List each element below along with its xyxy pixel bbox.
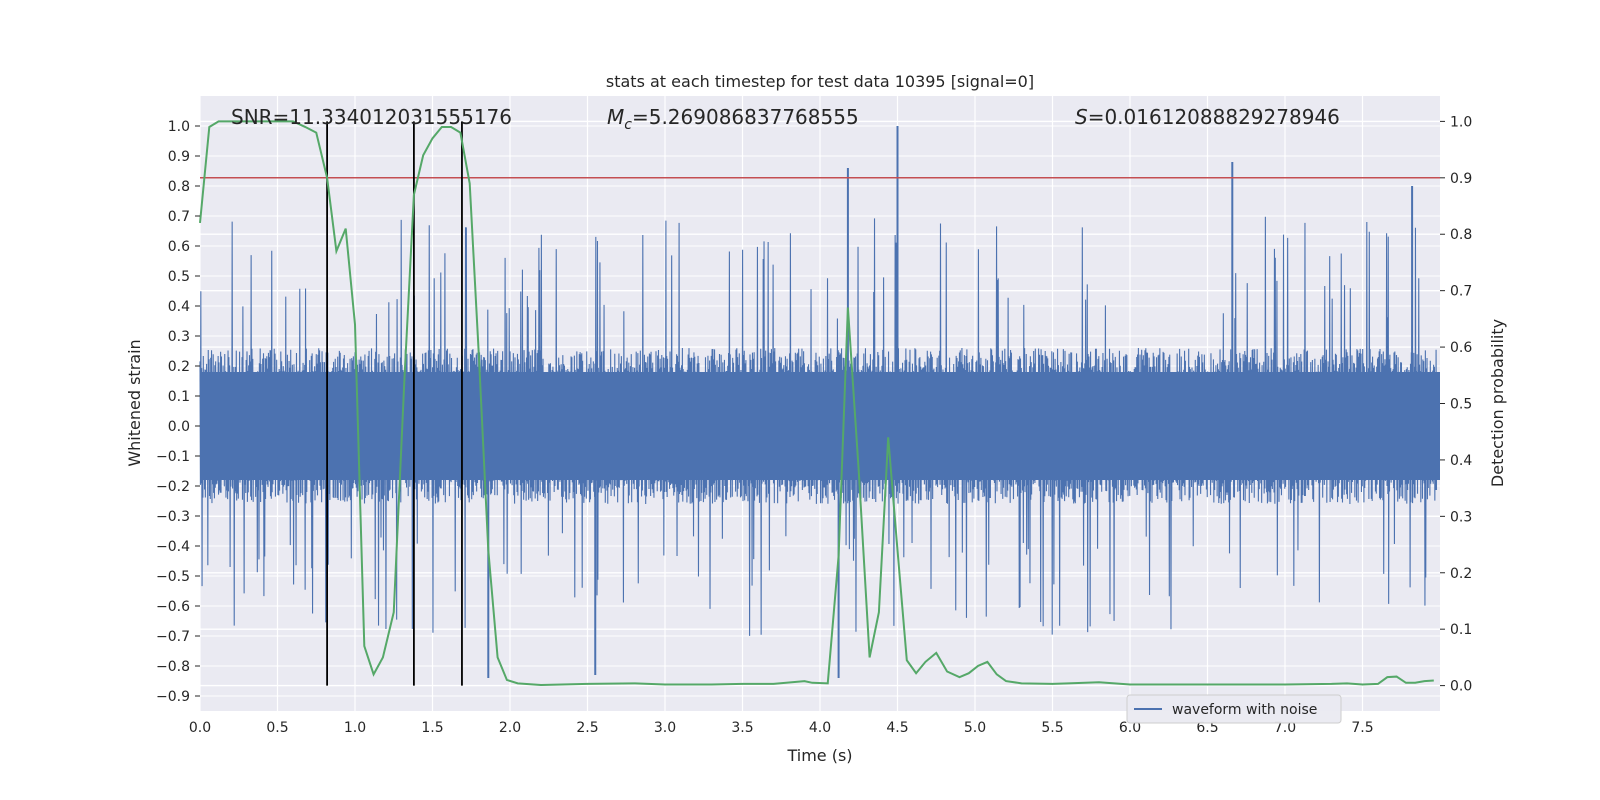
strain-dense-band: [200, 372, 1440, 480]
s-annotation: S=0.01612088829278946: [1075, 105, 1340, 129]
y-left-tick-label: −0.8: [156, 659, 190, 675]
x-tick-label: 6.5: [1196, 720, 1218, 736]
y-right-tick-label: 1.0: [1450, 114, 1472, 130]
y-left-tick-label: −0.1: [156, 449, 190, 465]
y-right-tick-label: 0.1: [1450, 622, 1472, 638]
y-left-tick-label: −0.7: [156, 629, 190, 645]
chirp-mass-value: =5.269086837768555: [632, 105, 859, 129]
y-left-tick-label: 0.2: [168, 359, 190, 375]
y-left-tick-label: 0.9: [168, 149, 190, 165]
x-tick-label: 1.5: [421, 720, 443, 736]
y-axis-label-left: Whitened strain: [125, 339, 144, 466]
y-left-tick-label: 0.7: [168, 209, 190, 225]
y-left-tick-label: −0.9: [156, 689, 190, 705]
x-tick-label: 5.5: [1041, 720, 1063, 736]
strain-series: [199, 126, 1440, 678]
y-right-tick-label: 0.8: [1450, 227, 1472, 243]
x-tick-label: 3.0: [654, 720, 676, 736]
y-right-tick-label: 0.0: [1450, 679, 1472, 695]
y-right-tick-label: 0.5: [1450, 397, 1472, 413]
y-left-tick-label: 0.0: [168, 419, 190, 435]
s-value: =0.01612088829278946: [1088, 105, 1340, 129]
chirp-mass-annotation: Mc=5.269086837768555: [607, 105, 859, 133]
y-left-tick-label: −0.5: [156, 569, 190, 585]
legend: waveform with noise: [1126, 694, 1342, 724]
y-left-tick-label: −0.4: [156, 539, 190, 555]
x-axis-label: Time (s): [786, 746, 852, 765]
right-y-axis-ticks: 1.0 0.9 0.8 0.7 0.6 0.5 0.4 0.3 0.2 0.1 0.0: [1440, 114, 1472, 695]
legend-label-waveform: waveform with noise: [1172, 702, 1317, 718]
vertical-markers: [326, 121, 463, 686]
x-axis-ticks: 0.0 0.5 1.0 1.5 2.0 2.5 3.0 3.5 4.0 4.5 5.0 5.5 6.0 6…: [189, 720, 1374, 736]
y-left-tick-label: 0.3: [168, 329, 190, 345]
y-right-tick-label: 0.4: [1450, 453, 1472, 469]
y-right-tick-label: 0.9: [1450, 171, 1472, 187]
x-tick-label: 4.0: [809, 720, 831, 736]
y-axis-label-right: Detection probability: [1488, 319, 1507, 487]
y-right-tick-label: 0.6: [1450, 340, 1472, 356]
y-left-tick-label: 0.1: [168, 389, 190, 405]
x-tick-label: 2.5: [576, 720, 598, 736]
y-left-tick-label: 0.5: [168, 269, 190, 285]
y-left-tick-label: −0.3: [156, 509, 190, 525]
x-tick-label: 3.5: [731, 720, 753, 736]
x-tick-label: 7.5: [1351, 720, 1373, 736]
legend-box: [1126, 694, 1342, 724]
x-tick-label: 2.0: [499, 720, 521, 736]
detection-probability-line: [199, 120, 1434, 687]
y-left-tick-label: 1.0: [168, 119, 190, 135]
x-tick-label: 4.5: [886, 720, 908, 736]
chirp-mass-symbol: M: [607, 105, 624, 129]
chirp-mass-subscript: c: [624, 117, 632, 133]
x-tick-label: 7.0: [1274, 720, 1296, 736]
y-left-tick-label: 0.8: [168, 179, 190, 195]
y-right-tick-label: 0.3: [1450, 509, 1472, 525]
left-y-axis-ticks: 1.0 0.9 0.8 0.7 0.6 0.5 0.4 0.3 0.2 0.1 0.0 −0.1 −0.…: [156, 119, 200, 705]
x-tick-label: 5.0: [964, 720, 986, 736]
y-left-tick-label: 0.6: [168, 239, 190, 255]
s-symbol: S: [1075, 105, 1088, 129]
snr-annotation: SNR=11.334012031555176: [231, 105, 512, 129]
x-tick-label: 0.5: [266, 720, 288, 736]
x-tick-label: 1.0: [344, 720, 366, 736]
x-tick-label: 6.0: [1119, 720, 1141, 736]
y-right-tick-label: 0.7: [1450, 284, 1472, 300]
y-left-tick-label: 0.4: [168, 299, 190, 315]
y-left-tick-label: −0.6: [156, 599, 190, 615]
x-tick-label: 0.0: [189, 720, 211, 736]
y-right-tick-label: 0.2: [1450, 566, 1472, 582]
chart-title: stats at each timestep for test data 103…: [606, 72, 1034, 91]
y-left-tick-label: −0.2: [156, 479, 190, 495]
